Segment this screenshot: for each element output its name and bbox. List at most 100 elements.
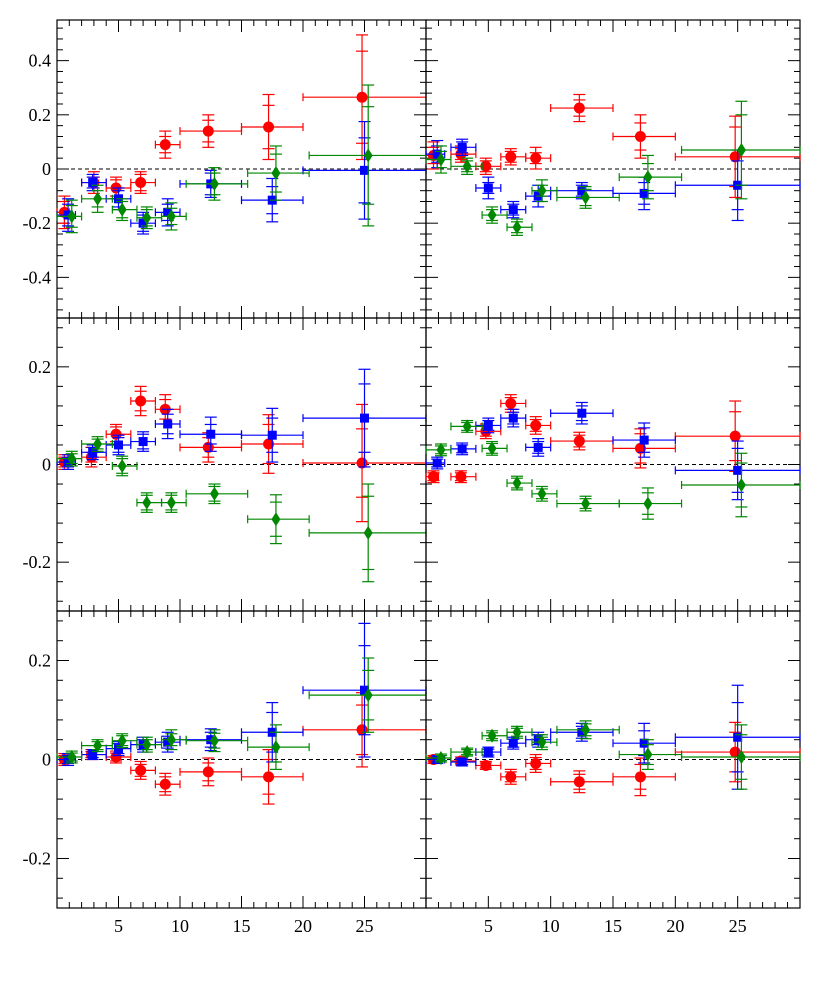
data-point-circle bbox=[505, 771, 517, 783]
y-tick-label: 0.2 bbox=[29, 651, 52, 671]
data-point-diamond bbox=[93, 191, 103, 206]
data-point-diamond bbox=[537, 183, 547, 198]
data-point-circle bbox=[263, 121, 275, 133]
data-point-diamond bbox=[93, 436, 103, 451]
data-point-diamond bbox=[209, 486, 219, 501]
data-point-square bbox=[733, 732, 743, 742]
data-point-circle bbox=[135, 395, 147, 407]
data-point-diamond bbox=[581, 722, 591, 737]
data-point-diamond bbox=[537, 735, 547, 750]
data-point-circle bbox=[729, 430, 741, 442]
series-green bbox=[425, 419, 801, 520]
data-point-circle bbox=[634, 771, 646, 783]
data-point-square bbox=[483, 420, 493, 430]
data-point-square bbox=[577, 186, 587, 196]
series-green bbox=[56, 84, 427, 234]
data-point-square bbox=[533, 442, 543, 452]
data-point-square bbox=[457, 142, 467, 152]
data-point-diamond bbox=[166, 495, 176, 510]
data-point-diamond bbox=[142, 737, 152, 752]
data-point-square bbox=[163, 419, 173, 429]
series-green bbox=[56, 657, 427, 771]
data-point-circle bbox=[159, 778, 171, 790]
data-point-diamond bbox=[462, 419, 472, 434]
series-blue bbox=[425, 684, 801, 790]
data-point-square bbox=[508, 205, 518, 215]
data-point-circle bbox=[159, 139, 171, 151]
data-point-square bbox=[432, 458, 442, 468]
y-tick-label: 0.2 bbox=[29, 105, 52, 125]
data-point-circle bbox=[356, 91, 368, 103]
data-point-square bbox=[533, 735, 543, 745]
panel-top-left: -0.4 -0.2 0 0.2 0.4 bbox=[23, 19, 427, 319]
data-point-diamond bbox=[363, 688, 373, 703]
x-tick-label: 15 bbox=[233, 916, 251, 936]
x-tick-label: 20 bbox=[294, 916, 312, 936]
data-point-square bbox=[88, 447, 98, 457]
data-point-diamond bbox=[67, 209, 77, 224]
data-point-square bbox=[267, 430, 277, 440]
panel-middle-right bbox=[425, 317, 801, 612]
data-point-circle bbox=[480, 759, 492, 771]
data-point-square bbox=[483, 747, 493, 757]
data-point-circle bbox=[480, 160, 492, 172]
data-point-square bbox=[508, 413, 518, 423]
data-point-diamond bbox=[142, 210, 152, 225]
series-red bbox=[56, 385, 427, 523]
y-tick-label: 0 bbox=[42, 750, 51, 770]
data-point-square bbox=[577, 727, 587, 737]
data-point-diamond bbox=[436, 152, 446, 167]
x-tick-label: 10 bbox=[171, 916, 189, 936]
panel-bottom-right: 5 10 15 20 25 bbox=[425, 610, 801, 936]
data-point-square bbox=[114, 744, 123, 754]
data-point-diamond bbox=[117, 458, 127, 473]
data-point-square bbox=[206, 429, 216, 439]
data-point-circle bbox=[263, 438, 275, 450]
series-blue bbox=[425, 401, 801, 501]
series-green bbox=[425, 720, 801, 790]
series-blue bbox=[56, 120, 427, 235]
data-point-diamond bbox=[363, 525, 373, 540]
x-tick-label: 10 bbox=[542, 916, 560, 936]
data-point-circle bbox=[135, 177, 147, 189]
data-point-square bbox=[138, 437, 148, 447]
x-tick-label: 15 bbox=[604, 916, 622, 936]
panel-top-right bbox=[425, 19, 801, 319]
y-tick-label: -0.2 bbox=[23, 552, 52, 572]
x-tick-label: 5 bbox=[114, 916, 123, 936]
data-point-square bbox=[360, 685, 369, 695]
data-point-diamond bbox=[271, 512, 281, 527]
data-point-diamond bbox=[537, 486, 547, 501]
data-point-circle bbox=[634, 442, 646, 454]
y-tick-label: 0 bbox=[42, 455, 51, 475]
data-point-diamond bbox=[512, 220, 522, 235]
data-point-circle bbox=[573, 102, 585, 114]
data-point-diamond bbox=[93, 738, 103, 753]
data-point-diamond bbox=[736, 750, 746, 765]
data-point-square bbox=[577, 408, 587, 418]
x-tick-label: 25 bbox=[729, 916, 747, 936]
data-point-diamond bbox=[736, 478, 746, 493]
data-point-diamond bbox=[736, 143, 746, 158]
data-point-square bbox=[457, 444, 467, 454]
data-point-diamond bbox=[512, 476, 522, 491]
y-tick-label: -0.2 bbox=[23, 213, 52, 233]
data-point-circle bbox=[356, 724, 368, 736]
panel-bottom-left: -0.2 0 0.2 5 10 15 20 25 bbox=[23, 610, 427, 936]
data-point-square bbox=[508, 738, 518, 748]
data-point-square bbox=[457, 757, 467, 767]
data-point-circle bbox=[530, 152, 542, 164]
data-point-square bbox=[360, 165, 369, 175]
data-point-diamond bbox=[117, 202, 127, 217]
data-point-circle bbox=[202, 766, 214, 778]
data-point-diamond bbox=[117, 733, 127, 748]
data-point-circle bbox=[135, 764, 147, 776]
data-point-diamond bbox=[462, 159, 472, 174]
data-point-square bbox=[163, 737, 173, 747]
data-point-diamond bbox=[363, 148, 373, 163]
data-point-circle bbox=[530, 419, 542, 431]
data-point-square bbox=[88, 178, 98, 188]
data-point-diamond bbox=[436, 442, 446, 457]
data-point-diamond bbox=[512, 725, 522, 740]
data-point-square bbox=[138, 218, 148, 228]
